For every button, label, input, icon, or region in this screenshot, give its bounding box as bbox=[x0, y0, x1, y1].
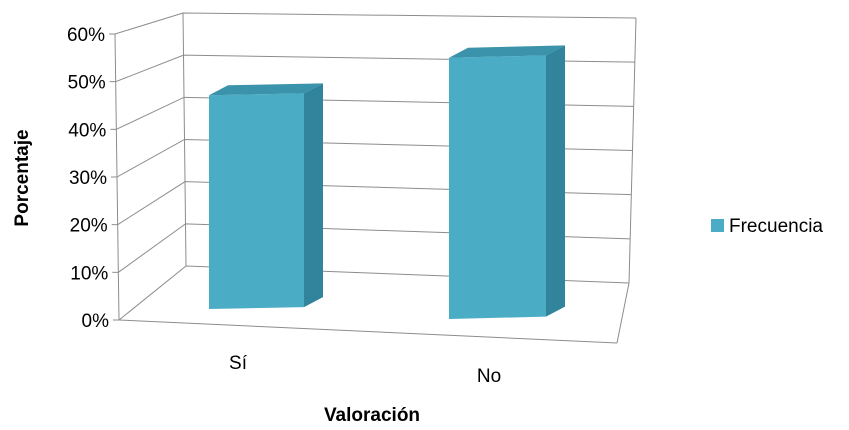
y-tick-label: 60% bbox=[67, 25, 105, 46]
bar-side bbox=[304, 83, 323, 308]
legend: Frecuencia bbox=[711, 216, 823, 237]
y-tick-label: 10% bbox=[70, 263, 108, 284]
bar bbox=[449, 55, 546, 320]
frame-edge bbox=[616, 282, 630, 344]
chart-frame bbox=[109, 12, 637, 344]
y-axis-ticks: 0% 10% 20% 30% 40% 50% 60% bbox=[67, 25, 109, 332]
bar-side bbox=[546, 45, 565, 317]
y-tick-label: 50% bbox=[68, 73, 106, 94]
bar-top bbox=[209, 83, 323, 96]
frame-edge bbox=[118, 319, 618, 344]
y-tick-label: 20% bbox=[70, 216, 108, 237]
bars bbox=[209, 45, 565, 320]
x-category-label: Sí bbox=[229, 353, 248, 374]
frame-edge bbox=[114, 33, 120, 321]
bar bbox=[209, 93, 304, 309]
frame-edge bbox=[628, 17, 637, 284]
bar-top bbox=[449, 45, 565, 58]
legend-swatch bbox=[711, 219, 724, 232]
y-axis-title: Porcentaje bbox=[12, 129, 33, 226]
x-axis-categories: Sí No bbox=[229, 353, 501, 387]
gridline bbox=[114, 12, 637, 35]
x-category-label: No bbox=[477, 366, 501, 387]
y-tick-label: 0% bbox=[82, 311, 110, 332]
legend-label: Frecuencia bbox=[729, 216, 823, 237]
y-tick-label: 30% bbox=[69, 168, 107, 189]
x-axis-title: Valoración bbox=[324, 405, 420, 426]
y-tick-label: 40% bbox=[68, 120, 106, 141]
frame-edge bbox=[182, 12, 187, 267]
